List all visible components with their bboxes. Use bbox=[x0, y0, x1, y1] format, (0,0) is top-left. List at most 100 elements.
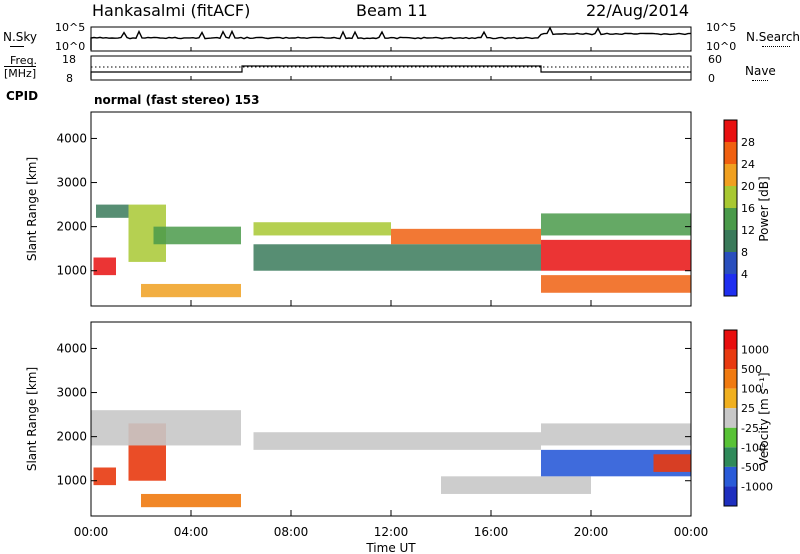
freq-panel: 18 8 60 0 bbox=[62, 53, 722, 85]
power-ytick-label-4000: 4000 bbox=[56, 131, 87, 145]
velocity-band-2 bbox=[91, 410, 241, 446]
velocity-colorbar-tick-7: -1000 bbox=[741, 480, 773, 493]
nsky-tick-top: 10^5 bbox=[55, 21, 85, 34]
velocity-colorbar-tick-3: 25 bbox=[741, 402, 755, 415]
freq-series-line bbox=[90, 65, 691, 79]
nsky-panel: 10^5 10^0 10^5 10^0 bbox=[55, 21, 736, 53]
velocity-band-8 bbox=[653, 454, 691, 472]
x-tick-label-3: 12:00 bbox=[374, 525, 409, 539]
x-axis: 00:00 04:00 08:00 12:00 16:00 20:00 00:00 bbox=[74, 47, 709, 539]
power-ytick-label-3000: 3000 bbox=[56, 176, 87, 190]
nave-tick-bottom: 0 bbox=[708, 72, 715, 85]
freq-tick-bottom: 8 bbox=[66, 72, 73, 85]
velocity-colorbar-tick-4: -25 bbox=[741, 422, 759, 435]
station-title: Hankasalmi (fitACF) bbox=[92, 1, 251, 20]
x-tick-label-5: 20:00 bbox=[574, 525, 609, 539]
power-colorbar-tick-3: 16 bbox=[741, 202, 755, 215]
power-band-3 bbox=[153, 226, 241, 245]
x-tick-label-0: 00:00 bbox=[74, 525, 109, 539]
cpid-label: CPID bbox=[6, 89, 39, 103]
velocity-band-4 bbox=[253, 432, 541, 450]
beam-title: Beam 11 bbox=[356, 1, 428, 20]
power-colorbar-label: Power [dB] bbox=[757, 176, 771, 241]
freq-label: Freq. bbox=[10, 54, 38, 67]
velocity-band-7 bbox=[541, 423, 691, 446]
x-tick-label-4: 16:00 bbox=[474, 525, 509, 539]
velocity-colorbar-swatch-3 bbox=[724, 388, 737, 409]
power-colorbar-swatch-5 bbox=[724, 230, 737, 252]
power-colorbar-tick-0: 28 bbox=[741, 136, 755, 149]
power-band-6 bbox=[391, 228, 541, 245]
power-band-10 bbox=[541, 213, 691, 236]
x-tick-label-2: 08:00 bbox=[274, 525, 309, 539]
velocity-colorbar-swatch-5 bbox=[724, 427, 737, 448]
power-colorbar-swatch-6 bbox=[724, 252, 737, 274]
power-band-8 bbox=[541, 239, 691, 271]
nave-tick-top: 60 bbox=[708, 53, 722, 66]
power-colorbar-swatch-0 bbox=[724, 120, 737, 142]
velocity-band-5 bbox=[441, 476, 591, 494]
nsearch-tick-bottom: 10^0 bbox=[706, 40, 736, 53]
power-band-1 bbox=[96, 204, 129, 218]
nsky-tick-bottom: 10^0 bbox=[55, 40, 85, 53]
power-colorbar-swatch-7 bbox=[724, 274, 737, 296]
velocity-colorbar: 1000 500 100 25 -25 -100 -500 -1000 bbox=[723, 329, 773, 507]
velocity-colorbar-tick-2: 100 bbox=[741, 383, 762, 396]
power-band-5 bbox=[253, 222, 391, 236]
nsearch-line-legend bbox=[762, 46, 790, 47]
velocity-ytick-label-1000: 1000 bbox=[56, 474, 87, 488]
power-colorbar-tick-4: 12 bbox=[741, 224, 755, 237]
velocity-panel: 1000 2000 3000 4000 Slant Range [km] bbox=[25, 321, 692, 517]
nave-label: Nave bbox=[745, 64, 776, 78]
velocity-colorbar-tick-0: 1000 bbox=[741, 344, 769, 357]
nsky-series-line bbox=[90, 26, 692, 50]
power-colorbar-tick-1: 24 bbox=[741, 158, 755, 171]
nsearch-label: N.Search bbox=[746, 30, 800, 44]
power-colorbar-swatch-2 bbox=[724, 164, 737, 186]
power-band-0 bbox=[93, 257, 116, 276]
freq-unit-label: [MHz] bbox=[4, 66, 37, 80]
velocity-ytick-label-3000: 3000 bbox=[56, 386, 87, 400]
power-colorbar-swatch-1 bbox=[724, 142, 737, 164]
power-band-9 bbox=[541, 275, 691, 293]
power-panel: 1000 2000 3000 4000 Slant Range [km] bbox=[25, 111, 692, 307]
velocity-colorbar-swatch-7 bbox=[724, 466, 737, 487]
velocity-colorbar-label: Velocity [m s⁻¹] bbox=[757, 372, 771, 465]
x-tick-label-6: 00:00 bbox=[674, 525, 709, 539]
velocity-ylabel: Slant Range [km] bbox=[25, 367, 39, 471]
nsky-line-legend bbox=[10, 46, 24, 47]
velocity-colorbar-swatch-6 bbox=[724, 447, 737, 467]
date-title: 22/Aug/2014 bbox=[586, 1, 690, 20]
cpid-text: normal (fast stereo) 153 bbox=[94, 93, 260, 107]
power-ylabel: Slant Range [km] bbox=[25, 157, 39, 261]
power-colorbar-tick-2: 20 bbox=[741, 180, 755, 193]
power-band-4 bbox=[141, 283, 241, 298]
nave-line-legend bbox=[752, 80, 768, 81]
velocity-ytick-label-2000: 2000 bbox=[56, 430, 87, 444]
velocity-band-3 bbox=[141, 493, 241, 508]
power-colorbar-tick-6: 4 bbox=[741, 268, 748, 281]
x-axis-label: Time UT bbox=[365, 541, 416, 554]
velocity-ytick-label-4000: 4000 bbox=[56, 341, 87, 355]
power-ytick-label-2000: 2000 bbox=[56, 220, 87, 234]
velocity-colorbar-swatch-8 bbox=[724, 486, 737, 506]
power-colorbar-swatch-4 bbox=[724, 208, 737, 230]
nsearch-tick-top: 10^5 bbox=[706, 21, 736, 34]
velocity-colorbar-tick-6: -500 bbox=[741, 461, 766, 474]
velocity-colorbar-swatch-1 bbox=[724, 349, 737, 370]
velocity-colorbar-swatch-0 bbox=[724, 330, 737, 350]
power-ytick-label-1000: 1000 bbox=[56, 264, 87, 278]
velocity-colorbar-tick-5: -100 bbox=[741, 441, 766, 454]
velocity-colorbar-swatch-2 bbox=[724, 369, 737, 389]
power-colorbar-tick-5: 8 bbox=[741, 246, 748, 259]
power-band-7 bbox=[253, 244, 541, 271]
nsky-label: N.Sky bbox=[3, 30, 38, 44]
velocity-colorbar-swatch-4 bbox=[724, 408, 737, 428]
velocity-band-0 bbox=[93, 467, 116, 486]
freq-tick-top: 18 bbox=[62, 53, 76, 66]
velocity-colorbar-tick-1: 500 bbox=[741, 363, 762, 376]
x-tick-label-1: 04:00 bbox=[174, 525, 209, 539]
power-colorbar: 28 24 20 16 12 8 4 bbox=[723, 119, 755, 297]
power-colorbar-swatch-3 bbox=[724, 186, 737, 208]
